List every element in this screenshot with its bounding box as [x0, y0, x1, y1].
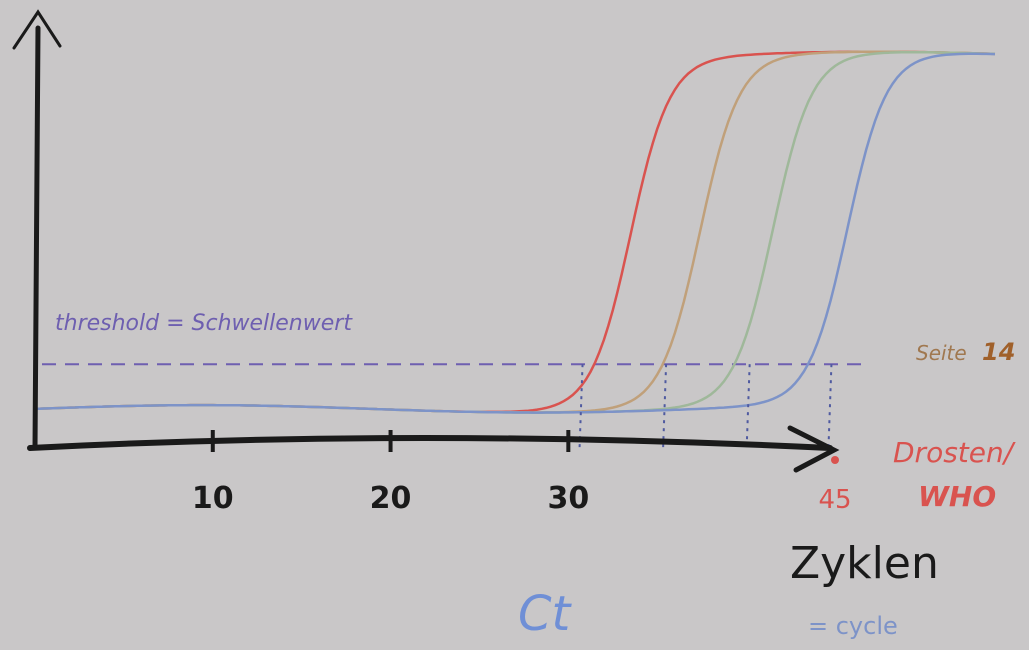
- x-tick-group: 10 20 30 45: [192, 430, 852, 516]
- y-axis: [32, 25, 41, 451]
- amplification-curve-3: [34, 51, 996, 414]
- ct-label: Ct: [518, 586, 573, 642]
- x-tick-label-20: 20: [370, 481, 412, 516]
- ct-dropline-1: [578, 364, 584, 449]
- x-axis-label-note: = cycle: [808, 612, 898, 640]
- y-axis-arrowhead: [12, 9, 62, 50]
- x-tick-label-30: 30: [547, 481, 589, 516]
- x-tick-label-45: 45: [818, 485, 851, 515]
- amplification-curve-1: [34, 50, 996, 414]
- ct-dropline-4: [827, 364, 833, 449]
- ct-dropline-2: [662, 364, 668, 449]
- ct-dropline-3: [745, 364, 751, 449]
- x-axis-label: Zyklen: [790, 538, 939, 589]
- who-annotation: WHO: [918, 480, 996, 513]
- drosten-annotation: Drosten/: [893, 436, 1016, 469]
- amplification-curve-2: [34, 50, 996, 414]
- amplification-curve-4: [34, 52, 996, 414]
- ct-dropline-group: [578, 364, 833, 449]
- x-tick-45-marker: [831, 456, 839, 464]
- curves-group: [34, 50, 996, 414]
- x-axis: [27, 435, 833, 451]
- seite-number: 14: [982, 338, 1015, 366]
- x-tick-label-10: 10: [192, 481, 234, 516]
- x-axis-arrowhead: [787, 425, 840, 473]
- threshold-label: threshold = Schwellenwert: [55, 311, 353, 336]
- seite-text: Seite: [916, 341, 967, 365]
